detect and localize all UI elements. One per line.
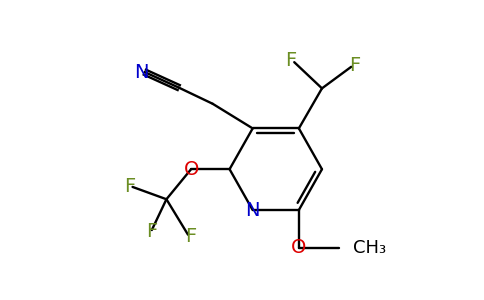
Text: N: N [134,63,148,82]
Text: N: N [245,200,260,220]
Text: F: F [348,56,360,75]
Text: F: F [146,222,157,241]
Text: O: O [183,160,199,179]
Text: F: F [185,227,197,246]
Text: F: F [124,177,135,196]
Text: F: F [286,51,297,70]
Text: CH₃: CH₃ [353,239,386,257]
Text: O: O [291,238,306,257]
